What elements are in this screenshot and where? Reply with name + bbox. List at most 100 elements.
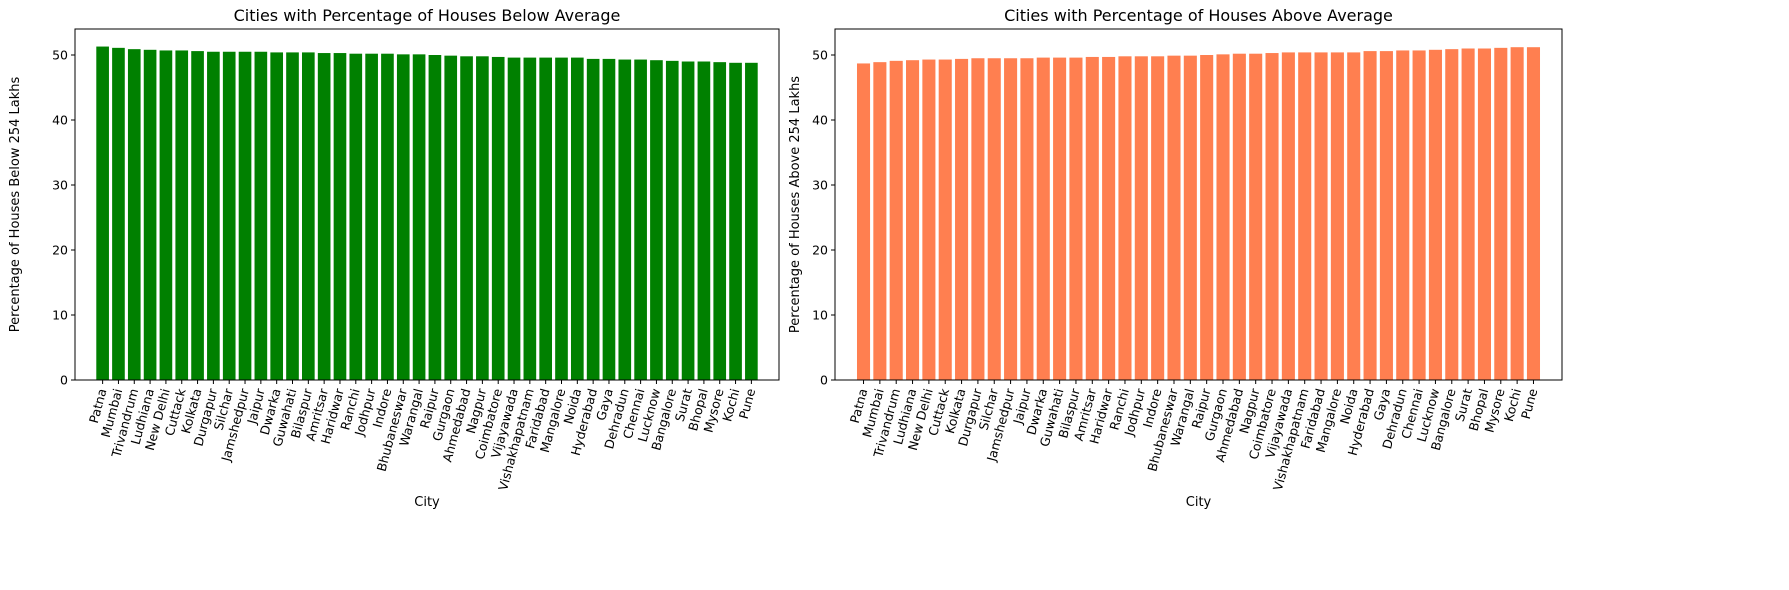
bar-haridwar xyxy=(333,53,347,381)
y-axis-label: Percentage of Houses Above 254 Lakhs xyxy=(788,76,803,333)
bar-ludhiana xyxy=(906,60,920,380)
bar-mangalore xyxy=(1330,52,1344,381)
bar-mumbai xyxy=(873,62,887,381)
bar-indore xyxy=(1151,56,1165,381)
bar-kochi xyxy=(1510,47,1524,380)
chart-title: Cities with Percentage of Houses Below A… xyxy=(234,6,621,25)
y-tick-label: 10 xyxy=(812,308,828,323)
bar-pune xyxy=(745,62,758,381)
chart-title: Cities with Percentage of Houses Above A… xyxy=(1004,6,1393,25)
bar-jodhpur xyxy=(365,53,378,380)
bar-silchar xyxy=(222,51,236,380)
bar-kolkata xyxy=(191,51,204,380)
bar-guwahati xyxy=(1053,57,1067,380)
y-tick-label: 50 xyxy=(52,48,68,63)
bar-mumbai xyxy=(112,47,125,380)
bar-bangalore xyxy=(1445,49,1459,381)
bar-chennai xyxy=(1412,50,1426,380)
bar-bangalore xyxy=(665,60,679,380)
bar-trivandrum xyxy=(127,49,141,381)
bar-jaipur xyxy=(254,51,268,380)
bar-warangal xyxy=(412,54,426,380)
bar-kochi xyxy=(729,62,742,381)
bar-faridabad xyxy=(539,57,553,380)
bar-mysore xyxy=(713,62,727,381)
bar-silchar xyxy=(987,58,1001,380)
bar-ranchi xyxy=(349,53,363,380)
bar-jamshedpur xyxy=(238,51,252,380)
y-tick-label: 10 xyxy=(52,308,68,323)
bars xyxy=(856,47,1541,381)
bar-bhubaneswar xyxy=(1167,55,1181,381)
bar-haridwar xyxy=(1102,56,1116,380)
y-ticks: 0 10 20 30 40 50 xyxy=(52,48,75,388)
bar-durgapur xyxy=(971,58,985,380)
bar-bilaspur xyxy=(1069,57,1083,380)
bar-hyderabad xyxy=(1363,51,1377,380)
bar-dehradun xyxy=(618,59,632,381)
bar-lucknow xyxy=(650,60,663,380)
bar-vijayawada xyxy=(1281,52,1295,381)
bar-gurgaon xyxy=(1216,54,1230,380)
bar-coimbatore xyxy=(1265,53,1279,381)
chart-above-average: Cities with Percentage of Houses Above A… xyxy=(788,6,1563,510)
bar-vishakhapatnam xyxy=(523,57,537,380)
bar-jaipur xyxy=(1020,58,1034,380)
bars xyxy=(96,46,758,381)
bar-indore xyxy=(381,53,394,380)
bar-raipur xyxy=(1200,55,1214,380)
bar-amritsar xyxy=(1085,56,1099,380)
bar-ranchi xyxy=(1118,56,1132,381)
y-tick-label: 50 xyxy=(812,48,828,63)
bar-dwarka xyxy=(270,52,284,381)
bar-new-delhi xyxy=(922,59,936,381)
bar-patna xyxy=(96,46,109,381)
bar-surat xyxy=(681,61,695,380)
bar-chennai xyxy=(634,59,647,381)
y-tick-label: 0 xyxy=(60,373,68,388)
x-axis-label: City xyxy=(414,495,440,510)
bar-noida xyxy=(1347,52,1361,381)
bar-nagpur xyxy=(1249,53,1263,380)
bar-dwarka xyxy=(1036,57,1050,380)
x-axis-label: City xyxy=(1186,495,1212,510)
y-tick-label: 40 xyxy=(52,113,68,128)
bar-bhubaneswar xyxy=(396,54,410,380)
y-tick-label: 30 xyxy=(812,178,828,193)
bar-dehradun xyxy=(1396,50,1410,380)
bar-gaya xyxy=(602,58,616,381)
y-tick-label: 20 xyxy=(52,243,68,258)
bar-amritsar xyxy=(317,53,331,381)
bar-faridabad xyxy=(1314,52,1328,381)
bar-vijayawada xyxy=(507,57,521,380)
plot-frame xyxy=(834,28,1563,381)
chart-below-average: Cities with Percentage of Houses Below A… xyxy=(8,6,780,510)
bar-nagpur xyxy=(476,56,489,381)
bar-mangalore xyxy=(555,57,568,380)
bar-vishakhapatnam xyxy=(1298,52,1312,381)
y-ticks: 0 10 20 30 40 50 xyxy=(812,48,835,388)
y-axis-label: Percentage of Houses Below 254 Lakhs xyxy=(8,77,23,333)
bar-hyderabad xyxy=(586,58,600,381)
y-tick-label: 20 xyxy=(812,243,828,258)
bar-pune xyxy=(1526,47,1541,380)
bar-ahmedabad xyxy=(1232,53,1246,380)
bar-gaya xyxy=(1379,51,1393,380)
bar-cuttack xyxy=(175,50,189,380)
bar-warangal xyxy=(1183,55,1197,381)
plot-frame xyxy=(74,28,780,381)
y-tick-label: 0 xyxy=(820,373,828,388)
bar-noida xyxy=(570,57,584,380)
bar-mysore xyxy=(1494,47,1508,380)
bar-kolkata xyxy=(955,58,969,381)
bar-gurgaon xyxy=(444,55,458,381)
bar-jamshedpur xyxy=(1004,58,1018,380)
bar-lucknow xyxy=(1428,49,1442,381)
bar-guwahati xyxy=(286,52,299,381)
bar-coimbatore xyxy=(491,56,505,380)
bar-ludhiana xyxy=(143,49,157,381)
bar-raipur xyxy=(428,55,442,380)
bar-bhopal xyxy=(697,61,711,380)
